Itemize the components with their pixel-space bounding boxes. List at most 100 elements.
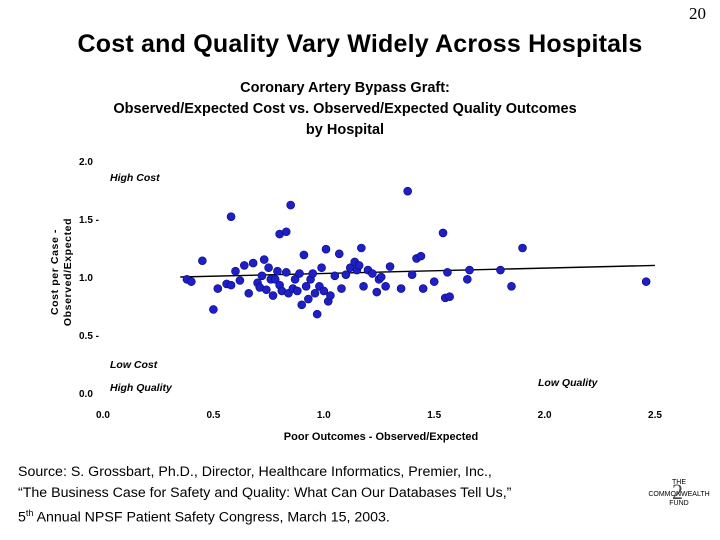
chart-title-line-3: by Hospital <box>305 122 385 138</box>
data-point <box>290 275 300 284</box>
data-point <box>381 281 390 291</box>
source-line-3: 5th Annual NPSF Patient Safety Congress,… <box>18 503 511 528</box>
data-point <box>299 250 309 260</box>
data-point <box>259 255 269 264</box>
data-point <box>330 271 340 281</box>
data-point <box>317 263 326 273</box>
x-axis-ticks: 0.0 0.5 1.0 1.5 2.0 2.5 <box>96 410 662 421</box>
commonwealth-fund-logo: THE 2 COMMONWEALTH FUND <box>646 478 712 514</box>
x-tick-label: 1.5 <box>427 410 441 421</box>
data-point <box>281 227 291 237</box>
x-tick-label: 2.5 <box>648 410 662 421</box>
data-point <box>308 269 318 278</box>
data-point <box>264 263 273 273</box>
data-point <box>429 277 439 286</box>
data-point <box>293 286 302 296</box>
data-points <box>182 186 651 319</box>
x-axis-label: Poor Outcomes - Observed/Expected <box>284 431 478 443</box>
data-point <box>295 269 304 278</box>
y-tick-label: 0.5 - <box>79 331 99 342</box>
data-point <box>438 228 448 238</box>
data-point <box>273 266 282 276</box>
data-point <box>354 261 364 270</box>
data-point <box>334 249 344 259</box>
slide-title: Cost and Quality Vary Widely Across Hosp… <box>77 30 643 58</box>
y-axis-label: Cost per Case - Observed/Expected <box>49 218 74 326</box>
trendline <box>180 264 656 278</box>
annotation-low-cost: Low Cost <box>110 359 158 371</box>
annotation-high-quality: High Quality <box>110 382 173 394</box>
slide-number: 20 <box>689 4 706 23</box>
source-citation: Source: S. Grossbart, Ph.D., Director, H… <box>18 462 511 528</box>
data-point <box>248 258 258 268</box>
data-point <box>496 265 505 275</box>
data-point <box>310 288 320 298</box>
x-tick-label: 0.0 <box>96 410 110 421</box>
data-point <box>281 268 291 277</box>
data-point <box>463 275 472 284</box>
logo-mark: 2 <box>672 479 683 504</box>
logo-line-3: FUND <box>669 500 689 507</box>
data-point <box>357 243 366 253</box>
y-tick-label: 1.0 <box>79 273 93 284</box>
x-tick-label: 0.5 <box>206 410 220 421</box>
data-point <box>337 284 346 293</box>
scatter-chart: Cost per Case - Observed/Expected 0.0 0.5… <box>49 157 662 443</box>
data-point <box>518 243 527 253</box>
chart-title-line-2: Observed/Expected Cost vs. Observed/Expe… <box>113 101 577 117</box>
source-line-2: “The Business Case for Safety and Qualit… <box>18 484 512 501</box>
y-tick-label: 1.5 - <box>79 215 99 226</box>
data-point <box>359 281 368 291</box>
x-tick-label: 1.0 <box>317 410 331 421</box>
data-point <box>465 265 474 275</box>
y-axis-label-line-1: Cost per Case - <box>49 229 61 315</box>
y-tick-label: 2.0 <box>79 157 93 168</box>
data-point <box>231 266 240 276</box>
data-point <box>304 294 313 304</box>
source-line-1: Source: S. Grossbart, Ph.D., Director, H… <box>18 464 492 480</box>
chart-title-line-1: Coronary Artery Bypass Graft: <box>240 80 450 96</box>
data-point <box>403 186 413 196</box>
data-point <box>312 309 322 319</box>
data-point <box>385 262 395 271</box>
logo-line-1: THE <box>672 479 686 486</box>
data-point <box>368 269 377 278</box>
data-point <box>341 270 351 279</box>
data-point <box>416 251 426 261</box>
data-point <box>209 305 218 314</box>
data-point <box>301 281 311 291</box>
logo-line-2: COMMONWEALTH <box>648 491 710 498</box>
x-tick-label: 2.0 <box>538 410 552 421</box>
data-point <box>319 286 329 296</box>
data-point <box>240 261 249 270</box>
data-point <box>326 291 335 300</box>
annotation-low-quality: Low Quality <box>538 377 599 389</box>
data-point <box>244 288 254 298</box>
data-point <box>270 275 280 284</box>
data-point <box>268 291 278 300</box>
data-point <box>286 200 295 210</box>
data-point <box>262 285 271 295</box>
source-line-3-num: 5 <box>18 509 26 526</box>
data-point <box>213 284 223 293</box>
source-line-3-rest: Annual NPSF Patient Safety Congress, Mar… <box>33 509 390 526</box>
data-point <box>507 281 516 291</box>
chart-title: Coronary Artery Bypass Graft: Observed/E… <box>45 78 645 141</box>
data-point <box>297 300 307 310</box>
data-point <box>396 284 406 293</box>
data-point <box>226 212 236 221</box>
annotation-high-cost: High Cost <box>110 172 160 184</box>
data-point <box>257 271 267 281</box>
data-point <box>321 244 331 254</box>
y-axis-ticks: 0.0 0.5 - 1.0 1.5 - 2.0 <box>79 157 99 400</box>
data-point <box>641 277 651 286</box>
y-tick-label: 0.0 <box>79 389 93 400</box>
data-point <box>226 280 236 290</box>
data-point <box>376 272 386 282</box>
source-line-3-sup: th <box>25 508 34 518</box>
data-point <box>418 284 428 293</box>
data-point <box>235 276 245 285</box>
data-point <box>443 268 452 277</box>
data-point <box>372 287 382 297</box>
data-point <box>445 292 454 302</box>
